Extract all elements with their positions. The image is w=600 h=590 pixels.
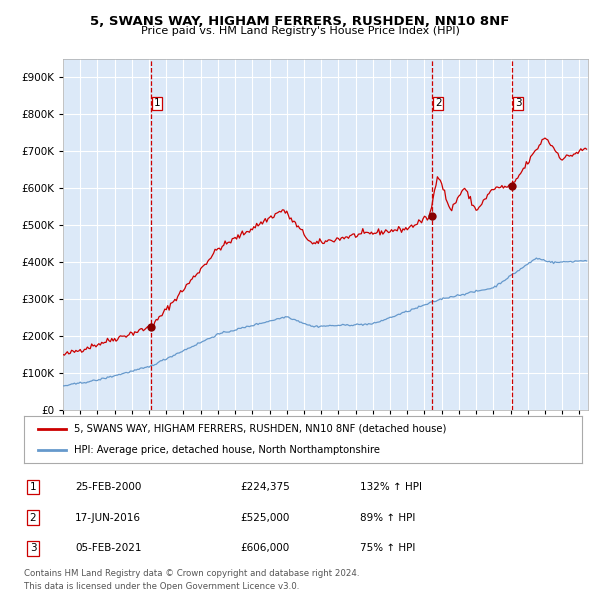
Text: Price paid vs. HM Land Registry's House Price Index (HPI): Price paid vs. HM Land Registry's House …	[140, 26, 460, 36]
Text: 17-JUN-2016: 17-JUN-2016	[75, 513, 141, 523]
Text: 1: 1	[29, 482, 37, 492]
Text: 1: 1	[154, 99, 161, 109]
Text: 132% ↑ HPI: 132% ↑ HPI	[360, 482, 422, 492]
Text: 89% ↑ HPI: 89% ↑ HPI	[360, 513, 415, 523]
Text: £224,375: £224,375	[240, 482, 290, 492]
Text: £606,000: £606,000	[240, 543, 289, 553]
Text: 5, SWANS WAY, HIGHAM FERRERS, RUSHDEN, NN10 8NF: 5, SWANS WAY, HIGHAM FERRERS, RUSHDEN, N…	[91, 15, 509, 28]
Text: 25-FEB-2000: 25-FEB-2000	[75, 482, 142, 492]
Text: 3: 3	[29, 543, 37, 553]
Text: £525,000: £525,000	[240, 513, 289, 523]
Text: 2: 2	[435, 99, 442, 109]
Text: Contains HM Land Registry data © Crown copyright and database right 2024.: Contains HM Land Registry data © Crown c…	[24, 569, 359, 578]
Text: 05-FEB-2021: 05-FEB-2021	[75, 543, 142, 553]
Text: 75% ↑ HPI: 75% ↑ HPI	[360, 543, 415, 553]
Text: 5, SWANS WAY, HIGHAM FERRERS, RUSHDEN, NN10 8NF (detached house): 5, SWANS WAY, HIGHAM FERRERS, RUSHDEN, N…	[74, 424, 446, 434]
Text: 3: 3	[515, 99, 521, 109]
Text: 2: 2	[29, 513, 37, 523]
Text: HPI: Average price, detached house, North Northamptonshire: HPI: Average price, detached house, Nort…	[74, 445, 380, 455]
Text: This data is licensed under the Open Government Licence v3.0.: This data is licensed under the Open Gov…	[24, 582, 299, 590]
